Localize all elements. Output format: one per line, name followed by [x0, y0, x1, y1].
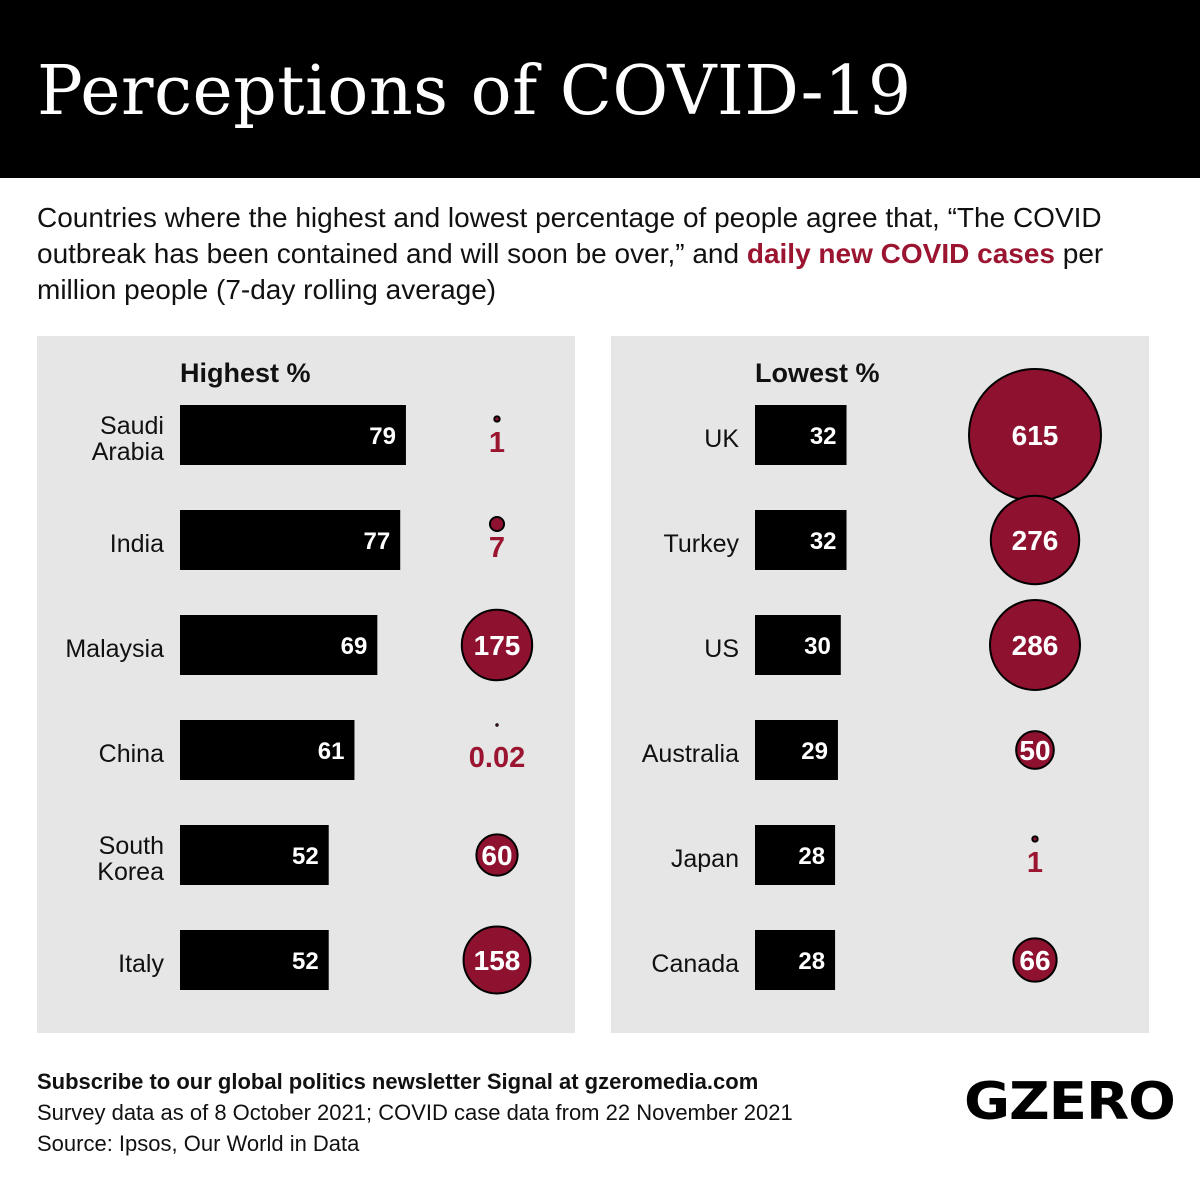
case-value-label: 276 — [1012, 525, 1059, 556]
bar — [755, 930, 836, 990]
case-bubble — [1012, 937, 1058, 983]
category-label: Turkey — [664, 530, 740, 558]
category-label: Korea — [97, 858, 164, 886]
category-label: UK — [704, 425, 739, 453]
bar-value-label: 28 — [798, 843, 825, 870]
category-label: Canada — [651, 950, 739, 978]
category-label: Malaysia — [65, 635, 164, 663]
bar-value-label: 69 — [341, 633, 368, 660]
panel-title: Lowest % — [755, 358, 880, 388]
source-note: Source: Ipsos, Our World in Data — [37, 1131, 360, 1156]
bar-value-label: 61 — [318, 738, 345, 765]
case-value-label: 175 — [474, 630, 521, 661]
bar-value-label: 52 — [292, 948, 319, 975]
case-value-label: 66 — [1019, 945, 1050, 976]
bar — [180, 825, 329, 885]
subtitle-highlight: daily new COVID cases — [746, 238, 1055, 269]
gzero-logo: GZERO — [964, 1072, 1176, 1132]
case-value-label: 615 — [1012, 420, 1059, 451]
subtitle-text: Countries where the highest and lowest p… — [37, 202, 1102, 269]
bar — [180, 720, 355, 780]
category-label: Italy — [118, 950, 164, 978]
category-label: India — [110, 530, 164, 558]
bar-value-label: 32 — [810, 423, 837, 450]
case-value-label: 50 — [1019, 735, 1050, 766]
case-bubble — [1031, 835, 1039, 843]
footer: Subscribe to our global politics newslet… — [37, 1066, 793, 1159]
bar — [180, 615, 378, 675]
subscribe-text: Subscribe to our global politics newslet… — [37, 1069, 759, 1094]
case-value-label: 1 — [1027, 847, 1043, 879]
page-title: Perceptions of COVID-19 — [37, 52, 912, 131]
case-value-label: 1 — [489, 427, 505, 459]
case-value-label: 286 — [1012, 630, 1059, 661]
case-bubble — [462, 925, 532, 995]
case-bubble — [493, 415, 501, 423]
bar — [180, 405, 406, 465]
case-bubble — [495, 723, 499, 727]
case-bubble — [460, 608, 534, 682]
category-label: Saudi — [100, 412, 164, 440]
case-bubble — [475, 833, 519, 877]
bar-value-label: 29 — [801, 738, 828, 765]
bar-value-label: 52 — [292, 843, 319, 870]
category-label: Australia — [642, 740, 739, 768]
bar-value-label: 77 — [364, 528, 391, 555]
subtitle-text-end: per million people (7-day rolling averag… — [37, 238, 1104, 305]
bar — [755, 405, 847, 465]
case-value-label: 158 — [474, 945, 521, 976]
case-value-label: 0.02 — [469, 742, 525, 774]
bar — [755, 615, 841, 675]
bar-value-label: 32 — [810, 528, 837, 555]
case-value-label: 60 — [481, 840, 512, 871]
header: Perceptions of COVID-19 — [0, 0, 1200, 178]
case-value-label: 7 — [489, 532, 505, 564]
bar — [755, 510, 847, 570]
bar-value-label: 28 — [798, 948, 825, 975]
category-label: China — [99, 740, 164, 768]
bar — [755, 720, 838, 780]
category-label: US — [704, 635, 739, 663]
category-label: Japan — [671, 845, 739, 873]
category-label: Arabia — [92, 438, 164, 466]
case-bubble — [1015, 730, 1055, 770]
bar-value-label: 30 — [804, 633, 831, 660]
bar — [755, 825, 836, 885]
panel-title: Highest % — [180, 358, 311, 388]
case-bubble — [988, 598, 1082, 692]
bar — [180, 510, 401, 570]
case-bubble — [488, 515, 506, 533]
bar — [180, 930, 329, 990]
subtitle: Countries where the highest and lowest p… — [37, 200, 1147, 308]
dates-note: Survey data as of 8 October 2021; COVID … — [37, 1100, 793, 1125]
category-label: South — [99, 832, 164, 860]
case-bubble — [989, 494, 1081, 586]
bar-value-label: 79 — [369, 423, 396, 450]
